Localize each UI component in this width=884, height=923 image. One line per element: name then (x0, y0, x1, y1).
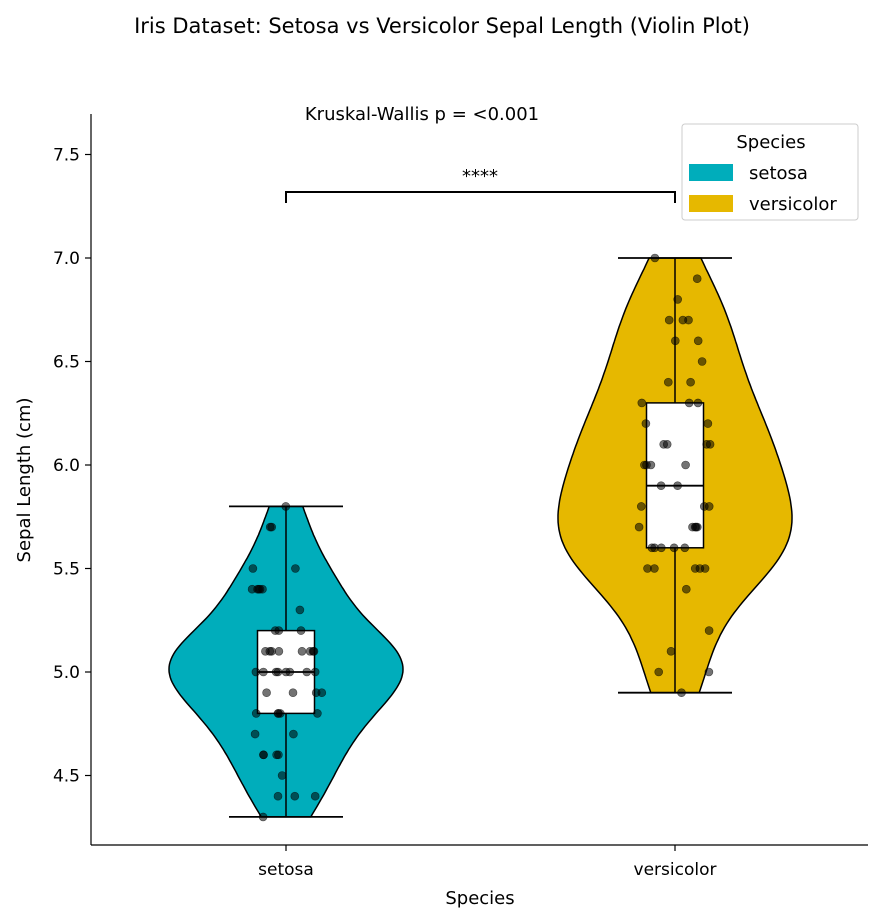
data-point-setosa (251, 667, 261, 677)
data-point-versicolor (643, 564, 652, 573)
y-tick-label: 7.5 (53, 146, 80, 166)
data-point-versicolor (663, 377, 673, 387)
x-axis-label: Species (445, 888, 514, 909)
data-point-setosa (310, 791, 320, 801)
data-point-setosa (273, 667, 283, 677)
data-point-versicolor (666, 646, 676, 656)
data-point-setosa (310, 667, 320, 677)
significance-stars: **** (462, 166, 498, 187)
legend-label-versicolor: versicolor (749, 194, 837, 215)
data-point-setosa (281, 502, 291, 511)
data-point-setosa (272, 750, 281, 760)
data-point-setosa (258, 812, 268, 822)
data-point-versicolor (692, 274, 702, 284)
y-axis-label: Sepal Length (cm) (14, 398, 35, 563)
data-point-versicolor (673, 295, 683, 304)
data-point-versicolor (662, 439, 672, 449)
data-point-versicolor (704, 667, 714, 677)
data-point-setosa (285, 667, 295, 677)
data-point-setosa (247, 584, 257, 594)
y-tick-label: 7.0 (53, 249, 80, 269)
legend-swatch-setosa (689, 164, 733, 181)
data-point-versicolor (705, 439, 715, 449)
data-point-versicolor (634, 522, 644, 532)
data-point-setosa (259, 750, 268, 760)
data-point-setosa (251, 709, 261, 718)
data-point-setosa (295, 605, 305, 615)
data-point-setosa (261, 646, 270, 656)
data-point-versicolor (680, 543, 690, 553)
plot-area (168, 253, 793, 822)
data-point-setosa (273, 709, 283, 718)
y-tick-label: 5.5 (53, 560, 80, 580)
legend: Species setosa versicolor (681, 123, 859, 221)
data-point-versicolor (669, 543, 679, 553)
y-tick-label: 5.0 (53, 663, 80, 683)
data-point-versicolor (654, 667, 664, 677)
data-point-setosa (250, 729, 260, 739)
data-point-setosa (248, 564, 258, 573)
data-point-versicolor (704, 626, 714, 635)
y-tick-label: 4.5 (53, 767, 80, 787)
chart-title: Iris Dataset: Setosa vs Versicolor Sepal… (134, 14, 750, 38)
legend-swatch-versicolor (689, 195, 733, 212)
data-point-setosa (258, 584, 267, 594)
data-point-setosa (274, 626, 284, 635)
data-point-versicolor (637, 398, 647, 408)
data-point-setosa (289, 729, 298, 739)
legend-label-setosa: setosa (749, 163, 808, 184)
data-point-versicolor (681, 584, 691, 594)
data-point-setosa (274, 646, 284, 656)
data-point-versicolor (664, 315, 674, 325)
data-point-versicolor (686, 377, 695, 387)
data-point-versicolor (642, 460, 651, 470)
data-point-setosa (277, 771, 287, 780)
significance-bracket-line (285, 191, 676, 203)
data-point-setosa (290, 791, 300, 801)
data-point-versicolor (647, 543, 657, 553)
x-tick-label: setosa (258, 860, 314, 880)
data-point-setosa (291, 564, 300, 573)
legend-title: Species (736, 132, 805, 153)
data-point-versicolor (641, 419, 651, 428)
data-point-versicolor (670, 336, 680, 346)
data-point-versicolor (690, 564, 700, 573)
data-point-setosa (259, 667, 268, 677)
data-point-versicolor (681, 460, 690, 470)
data-point-versicolor (650, 253, 660, 263)
data-point-versicolor (673, 481, 682, 491)
data-point-versicolor (693, 398, 703, 408)
data-point-versicolor (678, 315, 688, 325)
data-point-setosa (288, 688, 298, 698)
y-tick-label: 6.0 (53, 456, 80, 476)
data-point-setosa (273, 791, 283, 801)
kruskal-wallis-annotation: Kruskal-Wallis p = <0.001 (305, 104, 539, 125)
data-point-versicolor (656, 481, 666, 491)
data-point-setosa (302, 667, 312, 677)
data-point-versicolor (677, 688, 686, 698)
data-point-versicolor (704, 502, 714, 511)
significance-bracket (285, 191, 676, 203)
data-point-setosa (305, 646, 315, 656)
data-point-setosa (297, 646, 307, 656)
data-point-versicolor (691, 522, 701, 532)
data-point-setosa (262, 688, 271, 698)
data-point-versicolor (656, 543, 666, 553)
axes: 4.5 5.0 5.5 6.0 6.5 7.0 7.5 setosa versicolor (53, 114, 868, 880)
data-point-versicolor (684, 398, 694, 408)
y-tick-label: 6.5 (53, 353, 80, 373)
x-tick-label: versicolor (634, 860, 717, 880)
data-point-setosa (313, 709, 322, 718)
data-point-versicolor (703, 419, 713, 428)
data-point-versicolor (636, 502, 646, 511)
data-point-versicolor (693, 336, 703, 346)
data-point-setosa (296, 626, 306, 635)
data-point-setosa (267, 522, 277, 532)
data-point-setosa (317, 688, 327, 698)
data-point-versicolor (697, 357, 707, 366)
